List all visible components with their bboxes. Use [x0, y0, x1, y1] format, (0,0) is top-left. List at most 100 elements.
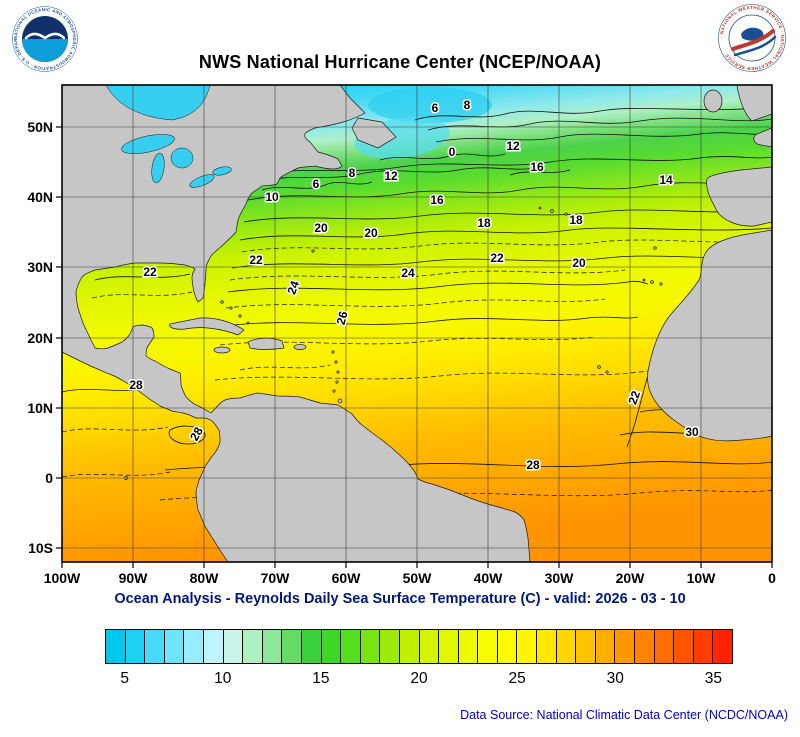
lon-label: 70W [261, 570, 291, 586]
colorbar-segment [654, 630, 675, 663]
colorbar-tick-label: 30 [606, 670, 624, 687]
land-uk [736, 85, 772, 122]
colorbar-segment [576, 630, 596, 663]
contour-label: 12 [384, 169, 398, 183]
contour-label: 18 [569, 213, 583, 227]
land-ireland [703, 89, 723, 113]
contour-label: 8 [464, 98, 471, 112]
lat-label: 10S [28, 540, 53, 556]
landmasses [62, 85, 772, 562]
colorbar-tick-label: 10 [214, 670, 232, 687]
contour-label: 24 [401, 266, 415, 280]
lake-huron [170, 147, 194, 169]
colorbar-segment [595, 630, 616, 663]
noaa-logo: NATIONAL OCEANIC AND ATMOSPHERIC ADMINIS… [12, 6, 78, 72]
colorbar-segment [439, 630, 459, 663]
colorbar-segment [713, 630, 732, 663]
land-africa [647, 229, 772, 442]
lat-label: 0 [45, 470, 53, 486]
colorbar-segment [125, 630, 146, 663]
colorbar-tick-label: 20 [410, 670, 428, 687]
colorbar-tick-labels: 5 10 15 20 25 30 35 [105, 666, 733, 692]
lat-label: 30N [27, 259, 53, 275]
lake-superior [121, 134, 175, 154]
axis-ticks [56, 126, 773, 568]
colorbar-segment [341, 630, 361, 663]
colorbar-segment [106, 630, 126, 663]
contour-label: 14 [659, 173, 673, 187]
contour-label: 6 [313, 177, 320, 191]
colorbar-segment [419, 630, 440, 663]
noaa-logo-sea [22, 39, 68, 62]
land-france [753, 127, 772, 148]
land-americas [62, 85, 531, 562]
colorbar-segment [399, 630, 420, 663]
colorbar-tick-label: 35 [704, 670, 722, 687]
page-title: NWS National Hurricane Center (NCEP/NOAA… [198, 52, 602, 72]
temperature-colorbar [105, 629, 733, 664]
longitude-axis: 100W 90W 80W 70W 60W 50W 40W 30W 20W 10W… [44, 570, 776, 586]
colorbar-segment [145, 630, 165, 663]
lat-label: 20N [27, 330, 53, 346]
contour-label: 28 [526, 458, 540, 472]
colorbar-tick-label: 15 [312, 670, 330, 687]
colorbar-segment [223, 630, 244, 663]
colorbar-segment [380, 630, 400, 663]
contour-label: 0 [449, 145, 456, 159]
lat-label: 50N [27, 119, 53, 135]
land-cuba [169, 317, 245, 336]
contour-label: 16 [530, 160, 544, 174]
contour-label: 8 [349, 166, 356, 180]
lake-michigan [151, 152, 165, 184]
nws-logo-red-swoosh [731, 29, 775, 51]
data-source-text: Data Source: National Climatic Data Cent… [460, 708, 788, 722]
colorbar-segment [184, 630, 204, 663]
contour-label: 30 [685, 425, 699, 439]
map-subtitle: Ocean Analysis - Reynolds Daily Sea Surf… [114, 591, 686, 607]
colorbar-segment [164, 630, 185, 663]
nws-logo-map-shape [741, 27, 764, 41]
contour-labels: 6 8 12 0 10 6 8 12 16 16 14 18 18 20 20 … [128, 97, 701, 474]
contour-label: 18 [477, 216, 491, 230]
contour-label: 16 [430, 193, 444, 207]
land-jamaica [213, 346, 231, 354]
contour-label: 28 [129, 378, 143, 392]
lon-label: 0 [768, 570, 776, 586]
land-hispaniola [247, 337, 285, 350]
lon-label: 90W [119, 570, 149, 586]
colorbar-segment [556, 630, 577, 663]
colorbar-segment [635, 630, 655, 663]
lat-label: 40N [27, 189, 53, 205]
colorbar-segment [262, 630, 283, 663]
nws-logo: · NATIONAL WEATHER SERVICE · NATIONAL WE… [718, 4, 786, 72]
sst-map: 6 8 12 0 10 6 8 12 16 16 14 18 18 20 20 … [27, 84, 776, 586]
colorbar-segment [458, 630, 479, 663]
land-newfoundland [351, 117, 397, 149]
lon-label: 60W [332, 570, 362, 586]
noaa-logo-gull-icon [24, 32, 66, 40]
colorbar-segment [360, 630, 381, 663]
lake-erie [189, 174, 215, 188]
lat-label: 10N [27, 400, 53, 416]
contour-label: 10 [265, 190, 279, 204]
lon-label: 20W [616, 570, 646, 586]
contour-label: 20 [364, 226, 378, 240]
colorbar-segment [203, 630, 224, 663]
lon-label: 100W [44, 570, 81, 586]
lon-label: 40W [474, 570, 504, 586]
inland-water [105, 85, 232, 188]
lon-label: 10W [687, 570, 717, 586]
contour-label: 22 [490, 251, 504, 265]
colorbar-segment [517, 630, 538, 663]
colorbar-segment [282, 630, 302, 663]
colorbar-segment [497, 630, 518, 663]
colorbar-tick-label: 5 [120, 670, 129, 687]
contour-label: 20 [572, 256, 586, 270]
lake-ontario [212, 166, 232, 176]
colorbar-tick-label: 25 [508, 670, 526, 687]
contour-label: 20 [314, 221, 328, 235]
lon-label: 30W [545, 570, 575, 586]
graticule [62, 85, 772, 562]
land-puerto-rico [293, 344, 307, 350]
